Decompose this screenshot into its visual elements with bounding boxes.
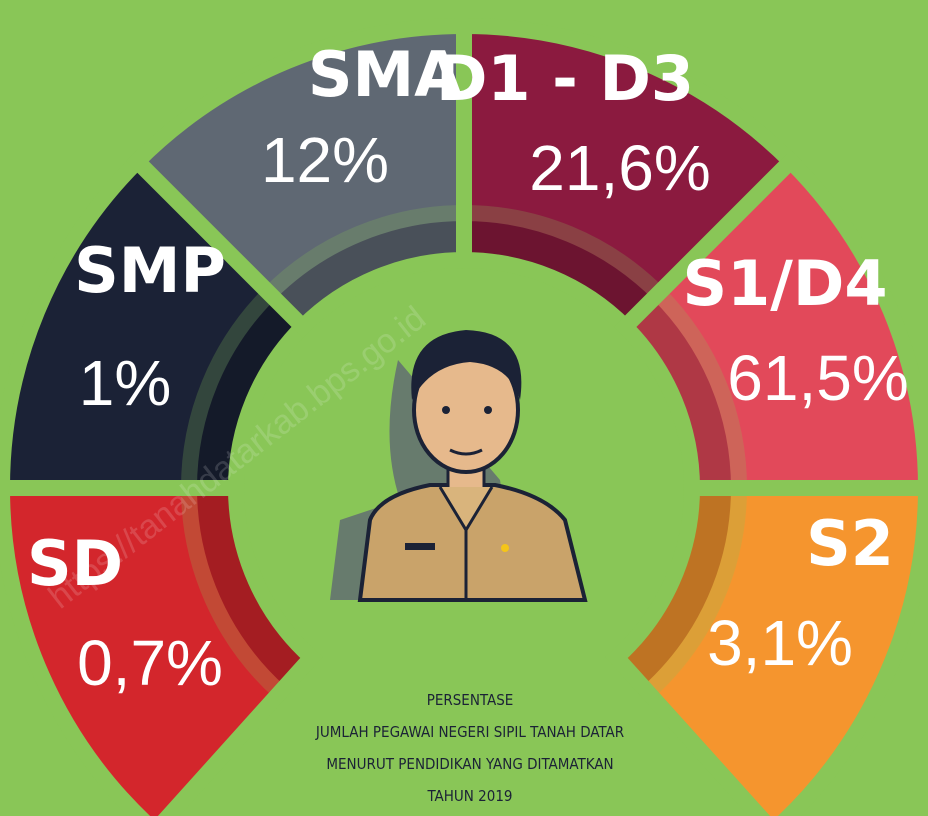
segment-label: S1/D4 <box>682 247 887 320</box>
infographic: PERSENTASE JUMLAH PEGAWAI NEGERI SIPIL TA… <box>0 0 928 816</box>
segment-percent: 12% <box>261 124 389 196</box>
segment-percent: 61,5% <box>727 342 908 414</box>
caption-line: JUMLAH PEGAWAI NEGERI SIPIL TANAH DATAR <box>315 723 624 741</box>
segment-percent: 21,6% <box>529 132 710 204</box>
caption-line: PERSENTASE <box>427 691 514 709</box>
segment-percent: 0,7% <box>77 627 223 699</box>
caption-line: MENURUT PENDIDIKAN YANG DITAMATKAN <box>326 755 613 773</box>
segment-label: D1 - D3 <box>436 42 694 115</box>
segment-label: SMP <box>74 234 226 307</box>
segment-percent: 1% <box>79 347 172 419</box>
segment-percent: 3,1% <box>707 607 853 679</box>
segment-label: S2 <box>806 507 894 580</box>
caption-line: TAHUN 2019 <box>426 787 512 805</box>
